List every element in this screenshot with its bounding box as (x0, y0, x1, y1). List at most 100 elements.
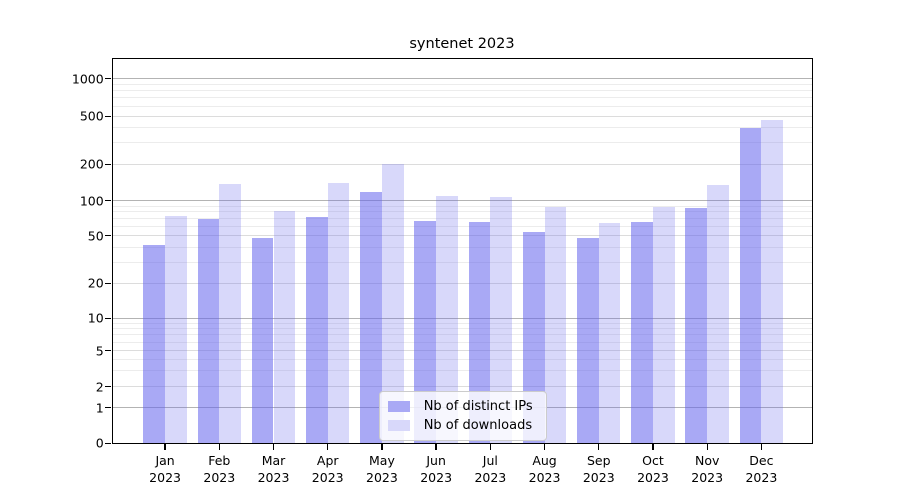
y-tick-100 (105, 200, 112, 202)
gridline-y-700 (112, 97, 812, 99)
x-tick-month: Sep (586, 453, 611, 469)
x-tick-month: May (369, 453, 395, 469)
x-tick-jun (435, 444, 437, 451)
x-tick-mar (272, 444, 275, 451)
x-tick-year: 2023 (149, 469, 181, 485)
x-tick-label-aug: Aug 2023 (510, 453, 580, 486)
x-tick-label-feb: Feb 2023 (184, 453, 254, 486)
bar-ips-dec (739, 127, 762, 444)
y-tick-2 (105, 386, 112, 388)
x-tick-month: Jun (426, 453, 446, 469)
bar-ips-aug (522, 231, 545, 444)
bar-ips-sep (577, 237, 599, 444)
legend-entry-downloads: Nb of downloads (380, 418, 546, 433)
plot-area: 0 1 2 5 10 20 50 100 200 500 1000 Jan 2023 Feb 2023 Ma… (72, 58, 813, 485)
legend-label: Nb of distinct IPs (423, 399, 533, 415)
x-tick-label-mar: Mar 2023 (239, 453, 309, 486)
gridline-y-60 (112, 225, 812, 227)
x-tick-label-jan: Jan 2023 (130, 453, 200, 486)
bar-downloads-apr (327, 182, 350, 444)
x-tick-year: 2023 (474, 469, 507, 485)
y-tick-label-20: 20 (87, 275, 104, 291)
x-tick-feb (218, 444, 220, 451)
gridline-y-6 (112, 341, 812, 343)
bar-ips-jan (143, 244, 166, 444)
x-tick-jul (489, 444, 491, 451)
x-tick-year: 2023 (203, 469, 236, 485)
y-tick-20 (105, 282, 112, 284)
x-tick-month: Mar (261, 453, 286, 469)
x-tick-label-oct: Oct 2023 (618, 453, 688, 486)
gridline-y-300 (112, 142, 812, 144)
gridline-y-100 (112, 200, 812, 202)
bar-downloads-feb (219, 184, 241, 444)
x-tick-month: Apr (316, 453, 339, 469)
legend: Nb of distinct IPs Nb of downloads (378, 391, 547, 442)
x-tick-month: Aug (532, 453, 557, 469)
gridline-y-800 (112, 90, 812, 92)
gridline-y-80 (112, 211, 812, 213)
x-tick-month: Feb (208, 453, 231, 469)
gridline-y-5 (112, 350, 812, 352)
bar-ips-jun (414, 220, 437, 444)
y-tick-label-50: 50 (87, 228, 104, 244)
bar-downloads-oct (652, 207, 675, 444)
x-tick-year: 2023 (691, 469, 724, 485)
gridline-y-8 (112, 328, 812, 330)
gridline-y-9 (112, 322, 812, 324)
legend-label: Nb of downloads (423, 418, 533, 434)
x-tick-month: Jul (482, 453, 498, 469)
y-tick-1000 (105, 78, 112, 80)
bar-ips-may (360, 192, 382, 444)
x-tick-label-jul: Jul 2023 (455, 453, 525, 486)
gridline-y-30 (112, 261, 812, 263)
gridline-y-2 (112, 386, 812, 388)
gridline-y-900 (112, 83, 812, 85)
bar-ips-apr (306, 216, 328, 444)
bar-ips-oct (631, 222, 653, 444)
x-tick-month: Jan (155, 453, 175, 469)
legend-swatch-icon (387, 420, 410, 432)
x-tick-label-nov: Nov 2023 (672, 453, 742, 486)
x-tick-label-dec: Dec 2023 (726, 453, 796, 486)
y-tick-label-2: 2 (95, 379, 104, 395)
bar-downloads-nov (707, 184, 729, 444)
y-tick-500 (105, 115, 112, 117)
bar-downloads-aug (544, 206, 567, 444)
legend-entry-distinct-ips: Nb of distinct IPs (380, 399, 546, 414)
bar-ips-nov (685, 207, 708, 444)
y-tick-1 (105, 407, 112, 409)
y-tick-label-200: 200 (79, 156, 104, 172)
gridline-y-40 (112, 246, 812, 248)
bar-ips-feb (197, 219, 220, 444)
bar-downloads-mar (273, 211, 296, 444)
x-tick-year: 2023 (637, 469, 669, 485)
x-tick-oct (652, 444, 654, 451)
x-tick-label-jun: Jun 2023 (401, 453, 471, 486)
y-tick-label-100: 100 (79, 193, 104, 209)
bar-ips-mar (251, 237, 274, 444)
gridline-y-3 (112, 370, 812, 372)
x-tick-may (381, 444, 383, 451)
bar-downloads-jun (436, 195, 458, 444)
gridline-y-600 (112, 105, 812, 107)
y-tick-50 (105, 235, 112, 237)
y-tick-label-500: 500 (79, 108, 104, 124)
y-tick-10 (105, 317, 112, 319)
y-tick-label-10: 10 (87, 310, 104, 326)
gridline-y-400 (112, 127, 812, 129)
x-tick-year: 2023 (257, 469, 290, 485)
x-tick-apr (327, 444, 329, 451)
x-tick-dec (760, 444, 763, 451)
gridline-y-200 (112, 163, 812, 165)
x-tick-month: Dec (749, 453, 774, 469)
gridline-y-4 (112, 358, 812, 360)
x-tick-label-apr: Apr 2023 (293, 453, 363, 486)
gridline-y-70 (112, 218, 812, 220)
bar-downloads-jan (165, 215, 187, 444)
x-tick-month: Oct (642, 453, 664, 469)
x-tick-nov (706, 444, 708, 451)
gridline-y-500 (112, 115, 812, 117)
x-tick-label-may: May 2023 (347, 453, 417, 486)
